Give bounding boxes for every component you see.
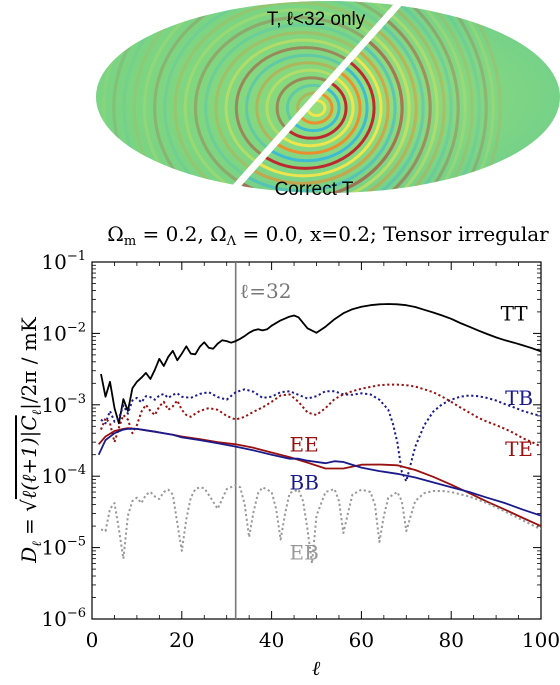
ripple-ring <box>96 1 495 193</box>
y-tick-label: 10−6 <box>41 606 86 631</box>
ripple-ring <box>96 1 481 193</box>
series-ee-line <box>98 427 541 527</box>
x-axis-label: ℓ <box>312 656 321 680</box>
x-tick-label: 100 <box>522 628 560 652</box>
axis-ticks <box>91 261 542 620</box>
svg-text:Dℓ = √ℓ(ℓ+1)|Cℓ|/2π / mK: Dℓ = √ℓ(ℓ+1)|Cℓ|/2π / mK <box>17 316 45 564</box>
series-group <box>97 303 541 565</box>
x-tick-label: 80 <box>438 628 463 652</box>
series-label-tt: TT <box>501 301 529 325</box>
ripple-ring <box>96 1 474 193</box>
y-axis-label: Dℓ = √ℓ(ℓ+1)|Cℓ|/2π / mK <box>17 316 45 564</box>
x-tick-label: 20 <box>169 628 194 652</box>
ripple-ring <box>96 1 502 193</box>
series-tt-line <box>100 303 541 425</box>
y-tick-label: 10−5 <box>41 535 86 560</box>
y-tick-label: 10−1 <box>41 249 86 274</box>
divider-line <box>221 0 405 203</box>
series-label-te: TE <box>505 437 533 461</box>
x-tick-label: 40 <box>259 628 284 652</box>
x-tick-label: 60 <box>349 628 374 652</box>
chart-title: Ωm = 0.2, ΩΛ = 0.0, x=0.2; Tensor irregu… <box>107 222 549 249</box>
upper-map-label: T, ℓ<32 only <box>267 9 366 30</box>
series-tb-line <box>100 388 541 483</box>
y-tick-label: 10−2 <box>41 320 86 345</box>
series-label-tb: TB <box>505 386 533 410</box>
y-tick-label: 10−3 <box>41 392 86 417</box>
series-label-eb: EB <box>290 541 319 565</box>
series-label-ee: EE <box>290 432 319 456</box>
series-label-bb: BB <box>290 470 319 494</box>
tick-labels: 0 20 40 60 80 100 10−6 10−5 10−4 10−3 10−2 10−1 <box>41 249 560 652</box>
series-bb-line <box>97 427 541 517</box>
ripple-ring <box>96 1 488 193</box>
x-tick-label: 0 <box>86 628 99 652</box>
lower-map-label: Correct T <box>275 179 354 200</box>
series-te-line <box>100 383 541 448</box>
y-tick-label: 10−4 <box>41 463 86 488</box>
series-annotations: TT TB TE EE BB EB <box>290 301 534 564</box>
l32-label: ℓ=32 <box>240 279 292 303</box>
